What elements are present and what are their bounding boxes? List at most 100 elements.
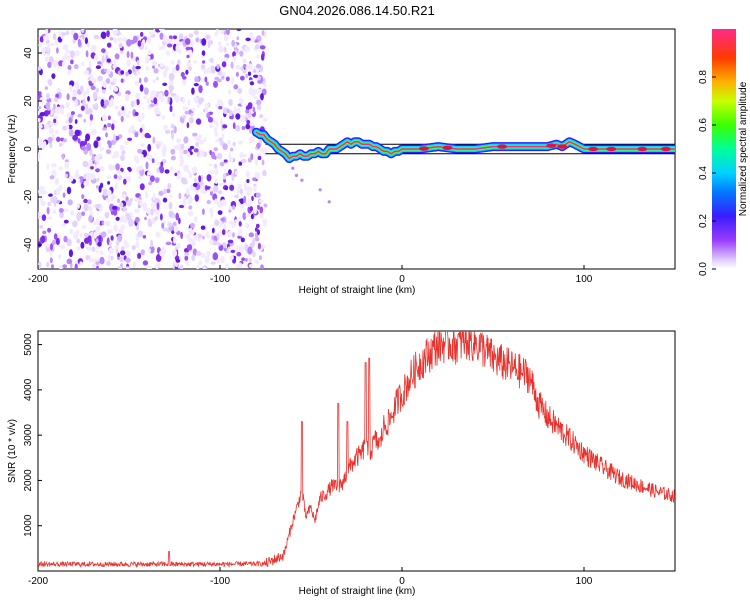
noise-dot bbox=[114, 182, 119, 190]
noise-dot bbox=[172, 35, 178, 40]
noise-dot bbox=[253, 74, 259, 79]
noise-dot bbox=[67, 199, 73, 206]
noise-dot bbox=[46, 163, 50, 170]
noise-dot bbox=[173, 225, 179, 233]
noise-dot bbox=[131, 245, 136, 251]
noise-dot bbox=[53, 118, 57, 124]
noise-dot bbox=[249, 122, 255, 127]
noise-dot bbox=[232, 205, 236, 210]
noise-dot bbox=[220, 199, 227, 207]
noise-dot bbox=[120, 224, 126, 230]
noise-dot bbox=[170, 148, 176, 155]
noise-dot bbox=[193, 148, 199, 153]
noise-dot bbox=[94, 54, 98, 62]
noise-dot bbox=[204, 103, 210, 107]
noise-dot bbox=[189, 230, 195, 236]
noise-dot bbox=[237, 183, 243, 189]
noise-dot bbox=[158, 141, 163, 147]
noise-dot bbox=[186, 122, 190, 129]
noise-dot bbox=[64, 173, 68, 178]
noise-dot bbox=[147, 171, 151, 176]
noise-dot bbox=[254, 260, 260, 264]
noise-dot bbox=[115, 216, 120, 221]
noise-dot bbox=[194, 177, 197, 184]
noise-dot bbox=[145, 66, 149, 71]
noise-dot bbox=[77, 138, 81, 144]
noise-dot bbox=[40, 196, 43, 202]
noise-dot bbox=[169, 194, 173, 199]
noise-dot bbox=[204, 255, 210, 264]
noise-dot bbox=[238, 161, 243, 166]
noise-dot bbox=[107, 175, 112, 179]
noise-dot bbox=[182, 77, 187, 86]
noise-dot bbox=[116, 239, 120, 246]
noise-dot bbox=[228, 169, 232, 176]
noise-dot bbox=[99, 250, 104, 255]
noise-dot bbox=[187, 200, 191, 205]
noise-dot bbox=[203, 190, 207, 195]
noise-dot bbox=[140, 154, 144, 159]
x-axis-label: Height of straight line (km) bbox=[299, 586, 416, 597]
noise-dot bbox=[121, 150, 126, 156]
noise-dot bbox=[198, 175, 202, 183]
noise-dot bbox=[134, 132, 139, 138]
noise-dot bbox=[152, 65, 155, 69]
noise-dot bbox=[47, 136, 53, 142]
noise-dot bbox=[253, 95, 258, 100]
noise-dot bbox=[244, 243, 249, 251]
noise-dot bbox=[47, 61, 52, 68]
noise-dot bbox=[126, 212, 130, 218]
noise-dot bbox=[104, 211, 110, 219]
noise-dot bbox=[257, 229, 260, 236]
noise-dot bbox=[179, 158, 184, 165]
noise-dot bbox=[260, 53, 265, 61]
noise-dot bbox=[241, 153, 247, 158]
noise-dot bbox=[185, 233, 191, 240]
noise-dot bbox=[246, 120, 251, 125]
noise-dot bbox=[106, 68, 111, 75]
noise-dot bbox=[234, 170, 238, 176]
noise-dot bbox=[171, 60, 174, 65]
noise-dot bbox=[113, 174, 118, 180]
noise-dot bbox=[247, 102, 253, 110]
noise-dot bbox=[214, 219, 220, 227]
noise-dot bbox=[208, 163, 213, 167]
noise-dot bbox=[145, 161, 149, 170]
noise-dot bbox=[48, 78, 53, 87]
noise-dot bbox=[100, 99, 105, 107]
noise-dot bbox=[225, 263, 229, 269]
noise-dot bbox=[74, 119, 78, 124]
noise-dot bbox=[51, 73, 56, 79]
noise-dot bbox=[49, 142, 53, 149]
noise-dot bbox=[56, 87, 62, 93]
trace-hotspot bbox=[606, 146, 617, 152]
noise-dot bbox=[81, 29, 85, 34]
noise-dot bbox=[235, 71, 239, 77]
noise-dot bbox=[79, 85, 84, 93]
noise-dot bbox=[38, 124, 43, 129]
noise-dot bbox=[119, 144, 125, 151]
noise-dot bbox=[39, 96, 45, 104]
noise-dot bbox=[146, 152, 151, 160]
noise-dot bbox=[102, 80, 107, 89]
x-tick-label: -100 bbox=[210, 576, 230, 587]
noise-dot bbox=[153, 68, 159, 74]
noise-dot bbox=[70, 59, 74, 65]
y-axis-label: SNR (10 * v/v) bbox=[7, 419, 18, 483]
trace-hotspot bbox=[497, 144, 508, 149]
scatter-dot bbox=[294, 173, 299, 177]
noise-dot bbox=[182, 149, 189, 155]
y-tick-label: 5000 bbox=[23, 333, 34, 356]
noise-dot bbox=[163, 188, 167, 195]
noise-dot bbox=[214, 132, 219, 137]
noise-dot bbox=[225, 186, 228, 191]
noise-dot bbox=[142, 202, 148, 211]
noise-dot bbox=[59, 104, 65, 110]
noise-dot bbox=[39, 36, 44, 43]
noise-dot bbox=[94, 165, 98, 169]
noise-dot bbox=[249, 81, 255, 86]
noise-dot bbox=[44, 86, 48, 90]
noise-dot bbox=[119, 202, 124, 208]
noise-dot bbox=[161, 44, 166, 50]
noise-dot bbox=[119, 256, 124, 263]
